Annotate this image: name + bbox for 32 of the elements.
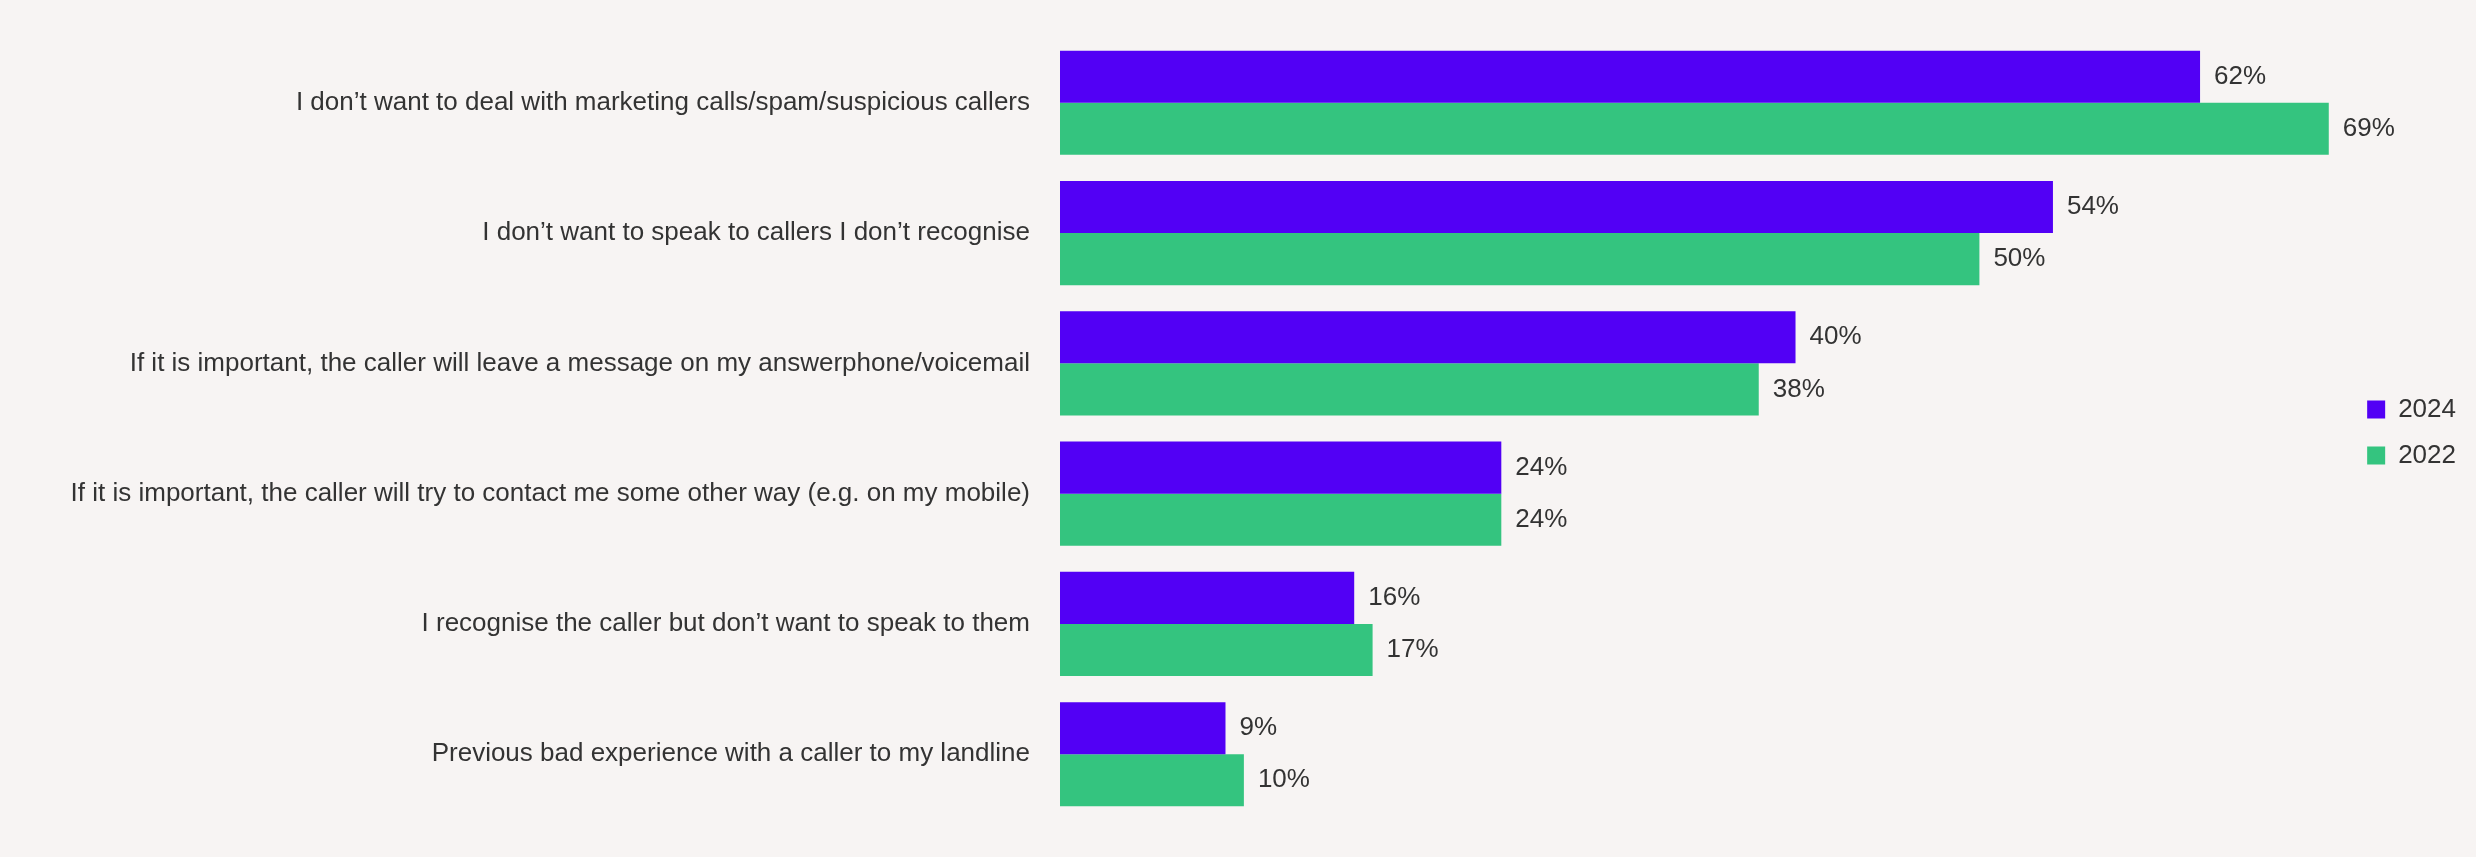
bar — [1060, 363, 1759, 416]
data-label: 69% — [2342, 111, 2395, 142]
data-label: 16% — [1368, 581, 1421, 612]
y-tick-label: I recognise the caller but don’t want to speak to them — [421, 607, 1030, 638]
data-label: 62% — [2214, 59, 2267, 90]
bar — [1060, 571, 1355, 624]
bar — [1060, 102, 2329, 155]
data-label: 24% — [1515, 502, 1568, 533]
data-label: 9% — [1239, 711, 1278, 742]
bar — [1060, 233, 1980, 286]
y-tick-label: Previous bad experience with a caller to my landline — [431, 737, 1030, 768]
y-tick-label: If it is important, the caller will leave a message on my answerphone/voicemail — [129, 346, 1030, 377]
y-tick-label: If it is important, the caller will try to contact me some other way (e.g. on my mobile) — [70, 476, 1030, 507]
legend-label: 2022 — [2398, 438, 2456, 469]
legend-label: 2024 — [2398, 392, 2456, 423]
bar — [1060, 702, 1226, 755]
data-label: 38% — [1772, 372, 1825, 403]
bar — [1060, 180, 2053, 234]
bar — [1060, 623, 1373, 677]
data-label: 24% — [1515, 450, 1568, 481]
bar — [1060, 754, 1244, 807]
bar — [1060, 50, 2201, 103]
data-label: 17% — [1386, 633, 1439, 664]
bar — [1060, 311, 1796, 364]
data-label: 50% — [1993, 242, 2046, 273]
bar — [1060, 493, 1502, 546]
y-tick-label: I don’t want to deal with marketing calls/spam/suspicious callers — [295, 85, 1030, 116]
data-label: 54% — [2066, 190, 2119, 221]
data-label: 40% — [1809, 320, 1862, 351]
data-label: 10% — [1257, 763, 1310, 794]
y-tick-label: I don’t want to speak to callers I don’t recognise — [482, 216, 1030, 247]
bar — [1060, 441, 1502, 494]
